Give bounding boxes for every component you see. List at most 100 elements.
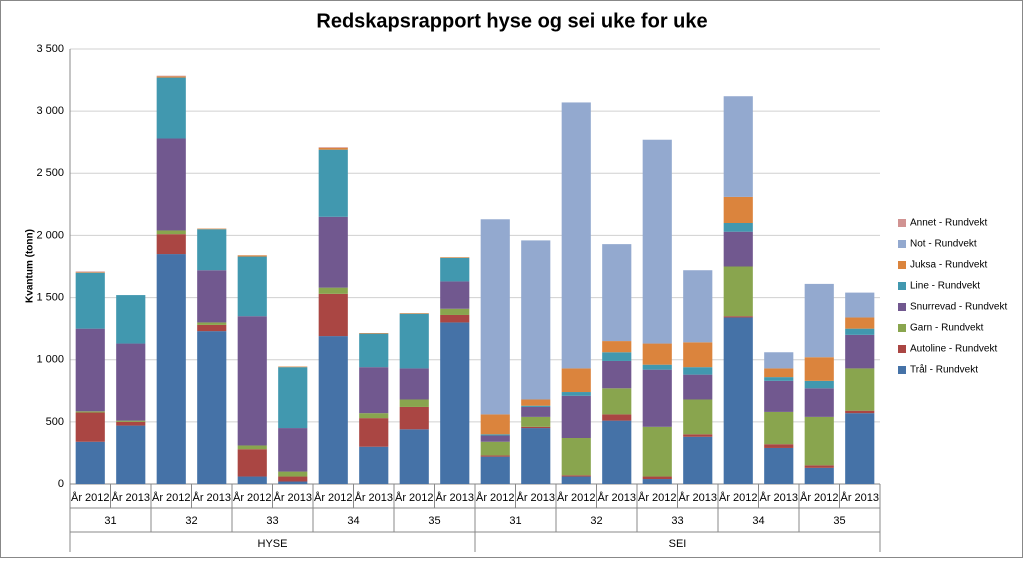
x-tick-label: År 2012 [233, 491, 272, 504]
y-tick-label: 3 500 [36, 43, 64, 55]
bar-segment [602, 341, 632, 353]
bar-segment [683, 434, 713, 437]
bar-segment [359, 413, 389, 419]
bar-segment [561, 475, 591, 477]
x-tick-label: År 2013 [435, 491, 474, 504]
bar-segment [278, 471, 308, 477]
x-tick-label: År 2012 [638, 491, 677, 504]
bar-segment [521, 426, 551, 429]
legend-swatch [898, 261, 906, 269]
bar-segment [561, 395, 591, 439]
bar-segment [764, 380, 794, 412]
bar-segment [642, 426, 672, 477]
bar-segment [197, 229, 227, 271]
bar-segment [642, 343, 672, 365]
bar-segment [764, 352, 794, 369]
bar-segment [116, 420, 146, 422]
bar-segment [804, 357, 834, 381]
bar-segment [480, 441, 510, 456]
bar-segment [480, 219, 510, 415]
x-tick-label: År 2013 [111, 491, 150, 504]
group-label: HYSE [258, 538, 288, 550]
week-label: 32 [590, 515, 602, 527]
bar-segment [359, 367, 389, 414]
x-tick-label: År 2012 [800, 491, 839, 504]
x-tick-label: År 2012 [314, 491, 353, 504]
bar-segment [642, 479, 672, 484]
bar-segment [723, 223, 753, 232]
y-tick-label: 0 [58, 478, 64, 490]
bar-segment [359, 446, 389, 484]
x-tick-label: År 2012 [71, 491, 110, 504]
x-tick-label: År 2012 [557, 491, 596, 504]
legend-label: Annet - Rundvekt [910, 218, 987, 229]
bar-segment [723, 96, 753, 197]
bar-segment [359, 332, 389, 334]
legend-label: Snurrevad - Rundvekt [910, 302, 1007, 313]
week-label: 32 [185, 515, 197, 527]
bar-segment [237, 256, 267, 317]
bar-segment [602, 388, 632, 415]
bar-segment [521, 428, 551, 484]
x-tick-label: År 2012 [476, 491, 515, 504]
bar-segment [156, 230, 186, 235]
x-tick-label: År 2013 [354, 491, 393, 504]
bar-segment [440, 308, 470, 315]
bar-segment [156, 138, 186, 231]
bar-segment [521, 405, 551, 407]
bar-segment [197, 331, 227, 484]
bar-segment [75, 271, 105, 273]
bar-segment [642, 139, 672, 344]
bar-segment [642, 364, 672, 370]
bar-segment [804, 416, 834, 466]
legend-label: Not - Rundvekt [910, 239, 977, 250]
bar-segment [318, 287, 348, 294]
bar-segment [480, 455, 510, 457]
bar-segment [156, 254, 186, 484]
bar-segment [683, 270, 713, 343]
bar-segment [521, 406, 551, 417]
bar-segment [804, 467, 834, 484]
bar-segment [399, 368, 429, 400]
y-axis-label: Kvantum (tonn) [25, 229, 36, 303]
bar-segment [804, 465, 834, 468]
y-tick-label: 1 000 [36, 354, 64, 366]
bar-segment [723, 317, 753, 484]
bar-segment [764, 368, 794, 378]
bar-segment [845, 334, 875, 369]
week-label: 35 [428, 515, 440, 527]
bar-segment [764, 447, 794, 484]
bar-segment [440, 257, 470, 258]
bar-segment [237, 316, 267, 446]
bar-segment [116, 343, 146, 421]
bar-segment [116, 295, 146, 344]
x-tick-label: År 2013 [273, 491, 312, 504]
bar-segment [237, 476, 267, 484]
week-label: 33 [671, 515, 683, 527]
bar-segment [116, 425, 146, 484]
bar-segment [764, 444, 794, 448]
bar-segment [278, 366, 308, 368]
legend-label: Line - Rundvekt [910, 281, 980, 292]
legend-swatch [898, 303, 906, 311]
bar-segment [156, 77, 186, 139]
bar-segment [561, 438, 591, 476]
y-tick-label: 500 [46, 416, 64, 428]
bar-segment [602, 414, 632, 421]
bar-segment [683, 374, 713, 400]
legend-swatch [898, 282, 906, 290]
y-tick-label: 3 000 [36, 105, 64, 117]
x-tick-label: År 2013 [597, 491, 636, 504]
bar-segment [359, 333, 389, 368]
bar-segment [237, 445, 267, 450]
bar-segment [318, 336, 348, 484]
bar-segment [723, 316, 753, 318]
week-label: 31 [104, 515, 116, 527]
bar-segment [561, 392, 591, 396]
bar-segment [359, 418, 389, 447]
legend-swatch [898, 345, 906, 353]
bar-segment [197, 324, 227, 332]
legend-label: Autoline - Rundvekt [910, 344, 997, 355]
bar-segment [318, 147, 348, 148]
legend-swatch [898, 240, 906, 248]
